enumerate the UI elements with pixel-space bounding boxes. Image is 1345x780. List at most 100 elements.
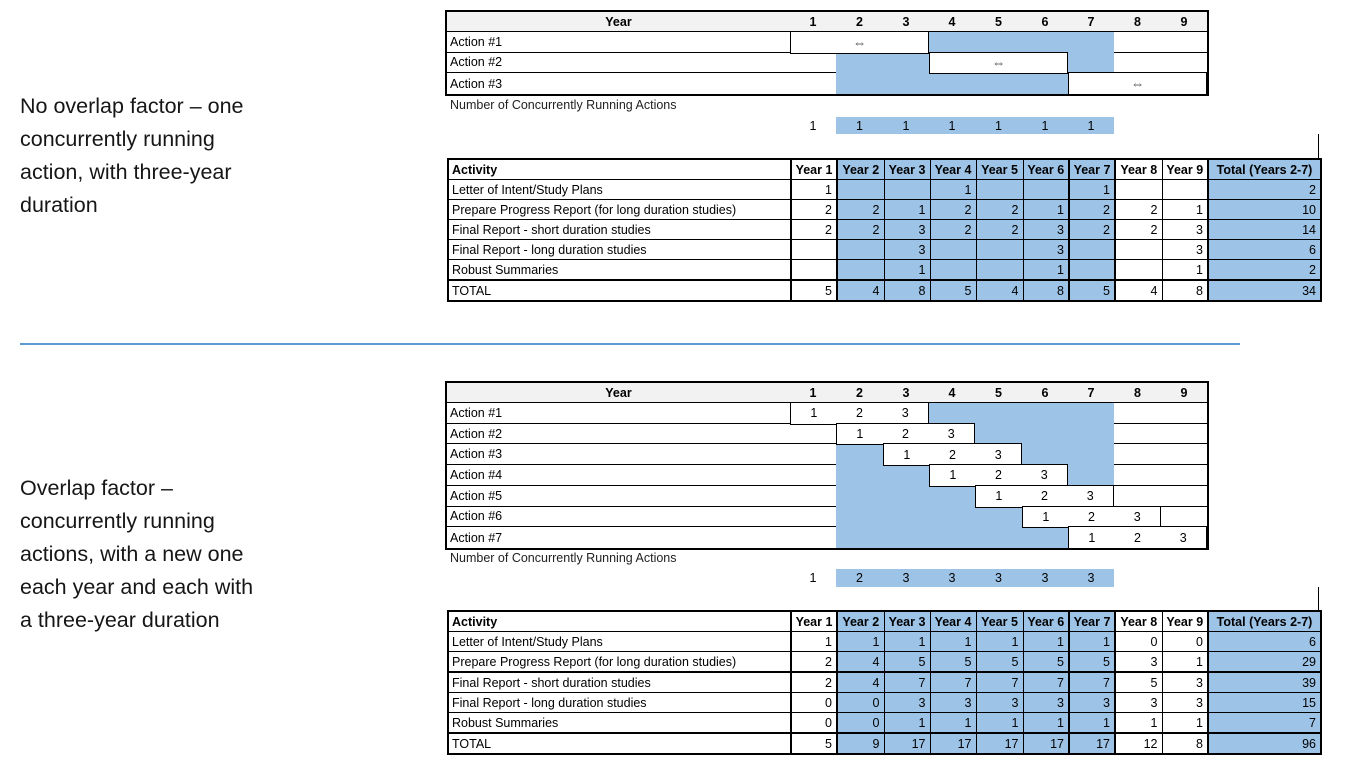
gantt-action-label: Action #6 — [450, 509, 503, 524]
gantt-bar-cell — [1069, 73, 1115, 94]
gantt-bar-cell: 3 — [901, 406, 909, 421]
activity-label-cell: Letter of Intent/Study Plans — [447, 631, 792, 652]
year-value-cell: 8 — [1022, 279, 1070, 302]
year-value-cell: 1 — [1022, 712, 1070, 734]
activity-row: Final Report - short duration studies 2 4 7… — [447, 671, 1322, 693]
gantt-year-number: 6 — [1041, 14, 1049, 29]
gantt-bar-cell: 2 — [995, 468, 1002, 483]
gantt-year-number: 3 — [902, 385, 910, 400]
gantt-action-bar: ⇔ — [929, 51, 1068, 75]
activity-table-no-overlap: Activity Year 1 Year 2 Year 3 Year 4 Year 5 Ye… — [447, 158, 1322, 302]
year-value-cell: 3 — [883, 239, 931, 260]
year-value-cell: 2 — [790, 219, 838, 240]
year-value-cell: 1 — [790, 179, 838, 200]
year-value-cell — [1114, 239, 1163, 260]
gantt-header-row: Year 1 2 3 4 5 6 7 8 9 — [447, 383, 1207, 403]
gantt-bar-cell — [1021, 53, 1067, 74]
year-value-cell: 9 — [836, 732, 885, 755]
gantt-action-bar: 1 2 3 — [836, 422, 975, 446]
gantt-bar-cell: 2 — [1134, 530, 1141, 545]
activity-label-cell: Final Report - short duration studies — [447, 219, 792, 240]
gantt-bar-cell: 1 — [810, 406, 818, 421]
year-value-cell: 5 — [790, 732, 838, 755]
year-value-cell: 5 — [929, 651, 977, 673]
year-value-cell: 0 — [836, 712, 885, 734]
year-value-cell: 1 — [1161, 712, 1209, 734]
gantt-action-row: Action #5 — [447, 486, 1207, 507]
year-value-cell — [1114, 179, 1163, 200]
year-value-cell: 7 — [883, 671, 931, 693]
gantt-year-number: 1 — [809, 14, 817, 29]
gantt-header-row: Year 1 2 3 4 5 6 7 8 9 — [447, 12, 1207, 32]
year-value-cell: 1 — [883, 259, 931, 281]
year-value-cell: 3 — [883, 219, 931, 240]
year-value-cell: 3 — [1022, 239, 1070, 260]
total-value-cell: 96 — [1207, 732, 1322, 755]
concurrency-value: 3 — [902, 571, 910, 585]
year-header-cell: Year 6 — [1022, 610, 1070, 632]
section-divider — [20, 343, 1240, 345]
year-value-cell — [1068, 239, 1116, 260]
activity-label-cell: Prepare Progress Report (for long durati… — [447, 651, 792, 673]
grid-line-artifact — [1318, 134, 1319, 158]
year-value-cell: 2 — [929, 199, 977, 220]
gantt-year-number: 4 — [948, 14, 956, 29]
year-header-cell: Year 1 — [790, 158, 838, 180]
year-value-cell: 3 — [1022, 692, 1070, 713]
gantt-year-number: 9 — [1180, 385, 1188, 400]
year-value-cell — [836, 239, 885, 260]
total-value-cell: 29 — [1207, 651, 1322, 673]
gantt-action-bar: 1 2 3 — [1068, 526, 1207, 549]
year-value-cell: 3 — [1161, 671, 1209, 693]
gantt-bar-cell: 1 — [995, 489, 1003, 504]
year-value-cell: 0 — [836, 692, 885, 713]
year-value-cell: 2 — [929, 219, 977, 240]
year-header-cell: Year 5 — [975, 610, 1024, 632]
double-arrow-icon: ⇔ — [991, 55, 1006, 71]
gantt-year-header-label: Year — [605, 14, 632, 29]
year-header-cell: Year 3 — [883, 158, 931, 180]
year-header-cell: Year 9 — [1161, 158, 1209, 180]
gantt-bar-cell: 3 — [1133, 509, 1141, 524]
gantt-action-bar: 1 2 3 — [929, 464, 1068, 487]
year-header-cell: Year 8 — [1114, 610, 1163, 632]
concurrency-value: 2 — [856, 571, 863, 585]
year-value-cell: 3 — [1068, 692, 1116, 713]
gantt-action-label: Action #2 — [450, 426, 503, 441]
year-value-cell: 1 — [1114, 712, 1163, 734]
year-value-cell: 17 — [975, 732, 1024, 755]
year-value-cell: 1 — [790, 631, 838, 652]
activity-row: Robust Summaries 1 1 1 2 — [447, 259, 1322, 281]
year-value-cell: 1 — [1022, 199, 1070, 220]
gantt-table-no-overlap: Year 1 2 3 4 5 6 7 8 9 Action #1 Action #2 Action #3… — [445, 10, 1209, 96]
gantt-action-label: Action #7 — [450, 530, 503, 545]
concurrency-label: Number of Concurrently Running Actions — [450, 98, 677, 112]
gantt-action-bar: 1 2 3 — [975, 484, 1114, 508]
year-header-cell: Year 4 — [929, 158, 977, 180]
year-value-cell: 0 — [1161, 631, 1209, 652]
year-value-cell — [975, 239, 1024, 260]
year-value-cell: 1 — [883, 199, 931, 220]
concurrency-label: Number of Concurrently Running Actions — [450, 551, 677, 565]
gantt-year-number: 7 — [1087, 385, 1095, 400]
gantt-action-row: Action #4 — [447, 465, 1207, 486]
gantt-action-bar: ⇔ — [1068, 72, 1207, 95]
gantt-action-label: Action #5 — [450, 488, 503, 503]
year-value-cell: 1 — [975, 712, 1024, 734]
year-value-cell: 4 — [836, 279, 885, 302]
total-value-cell: 2 — [1207, 259, 1322, 281]
year-value-cell: 5 — [1114, 671, 1163, 693]
year-header-cell: Year 2 — [836, 610, 885, 632]
year-value-cell: 12 — [1114, 732, 1163, 755]
activity-row: Final Report - long duration studies 0 0 3 3… — [447, 692, 1322, 713]
year-value-cell: 3 — [1022, 219, 1070, 240]
total-row: TOTAL 5 9 17 17 17 17 17 12 8 96 — [447, 732, 1322, 755]
gantt-bar-cell — [882, 32, 928, 53]
gantt-bar-cell — [1160, 73, 1206, 94]
total-header-cell: Total (Years 2-7) — [1207, 610, 1322, 632]
caption-no-overlap: No overlap factor – one concurrently run… — [20, 94, 244, 217]
activity-row: Final Report - long duration studies 3 3 3 6 — [447, 239, 1322, 260]
activity-label-cell: Final Report - long duration studies — [447, 239, 792, 260]
year-value-cell: 5 — [1022, 651, 1070, 673]
concurrency-value: 1 — [995, 118, 1002, 133]
